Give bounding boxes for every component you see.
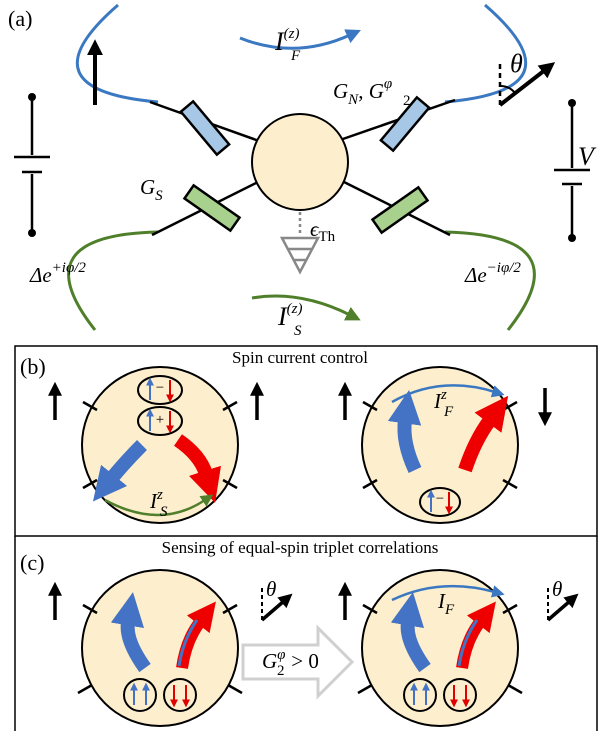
- current-label: I(z)S: [277, 301, 303, 339]
- angle-label: θ: [552, 577, 562, 601]
- coupling-label: GS: [140, 175, 163, 204]
- superscript: φ: [277, 647, 285, 663]
- symbol: G: [262, 649, 277, 673]
- panel-a: (a) I(z)F GN, Gφ2 θ V GS ϵTh Δe+iφ/2 Δe−…: [8, 5, 597, 339]
- junction: [372, 187, 427, 232]
- gap-label: Δe+iφ/2: [29, 260, 86, 287]
- superscript: −iφ/2: [487, 260, 522, 276]
- singlet-sign: +: [156, 412, 164, 428]
- terminal: [28, 93, 36, 101]
- panel-c: (c) Sensing of equal-spin triplet correl…: [15, 536, 597, 731]
- terminal: [568, 234, 576, 242]
- lead: [445, 232, 534, 330]
- subscript: S: [294, 323, 302, 339]
- symbol: G: [369, 79, 384, 103]
- angle-label: θ: [266, 577, 276, 601]
- panel-label: (b): [20, 354, 46, 379]
- voltage-label: V: [578, 142, 597, 171]
- superscript: +iφ/2: [52, 260, 87, 276]
- separator: ,: [358, 79, 369, 103]
- subscript: 2: [403, 93, 411, 109]
- coupling-label: GN, Gφ2: [333, 76, 411, 109]
- lead: [77, 5, 158, 102]
- lead: [69, 232, 158, 330]
- subscript: S: [160, 504, 168, 520]
- panel-label: (c): [20, 550, 44, 575]
- figure: (a) I(z)F GN, Gφ2 θ V GS ϵTh Δe+iφ/2 Δe−…: [0, 0, 603, 731]
- singlet-sign: −: [156, 380, 164, 396]
- quantum-dot: [82, 570, 238, 726]
- subscript: 2: [277, 663, 285, 679]
- thermal-label: ϵTh: [310, 217, 336, 245]
- terminal: [28, 229, 36, 237]
- symbol: Δe: [464, 263, 487, 287]
- angle-label: θ: [510, 49, 523, 78]
- subscript: F: [290, 48, 301, 64]
- terminal: [568, 99, 576, 107]
- symbol: G: [333, 79, 348, 103]
- singlet-sign: −: [436, 491, 444, 507]
- subscript: F: [444, 602, 455, 618]
- junction: [184, 185, 239, 230]
- current-label: I(z)F: [274, 26, 301, 64]
- superscript: z: [440, 387, 447, 403]
- subscript: S: [155, 188, 163, 204]
- quantum-dot: [252, 114, 348, 210]
- subscript: Th: [318, 229, 335, 245]
- relation: > 0: [286, 649, 319, 673]
- panel-title: Sensing of equal-spin triplet correlatio…: [162, 538, 439, 557]
- panel-title: Spin current control: [232, 348, 368, 367]
- superscript: (z): [287, 301, 303, 317]
- symbol: Δe: [29, 263, 52, 287]
- superscript: φ: [384, 76, 392, 92]
- subscript: F: [443, 404, 454, 420]
- symbol: G: [140, 175, 155, 199]
- panel-label: (a): [8, 6, 32, 31]
- superscript: z: [156, 487, 163, 503]
- gap-label: Δe−iφ/2: [464, 260, 521, 287]
- superscript: (z): [284, 26, 300, 42]
